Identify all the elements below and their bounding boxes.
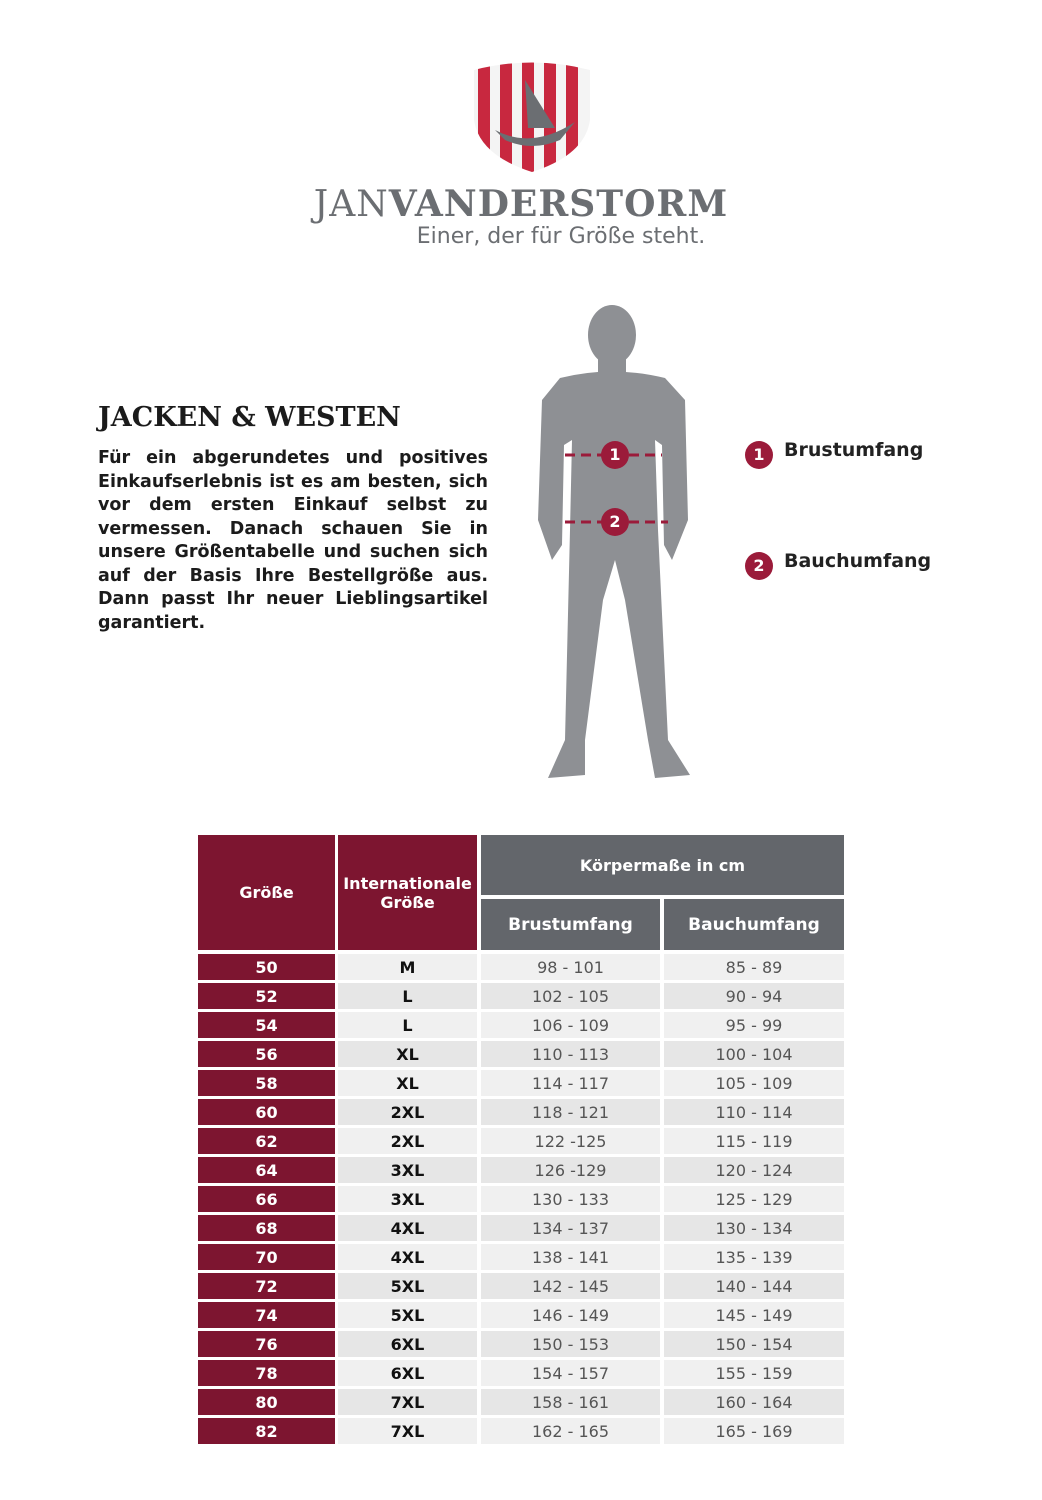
table-cell: 2XL — [338, 1099, 477, 1125]
table-cell: 95 - 99 — [664, 1012, 844, 1038]
legend-label: Brustumfang — [784, 439, 924, 461]
table-cell: 72 — [198, 1273, 335, 1299]
table-cell: 140 - 144 — [664, 1273, 844, 1299]
table-cell: 82 — [198, 1418, 335, 1444]
brand-first: JAN — [313, 184, 389, 225]
table-cell: 165 - 169 — [664, 1418, 844, 1444]
table-cell: 6XL — [338, 1331, 477, 1357]
table-cell: 68 — [198, 1215, 335, 1241]
table-cell: M — [338, 954, 477, 980]
table-cell: 145 - 149 — [664, 1302, 844, 1328]
logo-shield — [474, 62, 590, 172]
table-cell: 110 - 114 — [664, 1099, 844, 1125]
table-cell: 76 — [198, 1331, 335, 1357]
table-cell: 90 - 94 — [664, 983, 844, 1009]
table-cell: 64 — [198, 1157, 335, 1183]
table-cell: 120 - 124 — [664, 1157, 844, 1183]
header-cell: Größe — [198, 835, 335, 950]
table-cell: 7XL — [338, 1418, 477, 1444]
table-cell: 154 - 157 — [481, 1360, 660, 1386]
table-cell: 4XL — [338, 1215, 477, 1241]
table-cell: 138 - 141 — [481, 1244, 660, 1270]
tagline: Einer, der für Größe steht. — [416, 224, 706, 249]
section-title: JACKEN & WESTEN — [98, 402, 401, 433]
table-cell: L — [338, 1012, 477, 1038]
table-cell: 50 — [198, 954, 335, 980]
table-cell: 130 - 134 — [664, 1215, 844, 1241]
table-cell: 115 - 119 — [664, 1128, 844, 1154]
header-cell: Brustumfang — [481, 899, 660, 950]
table-cell: 52 — [198, 983, 335, 1009]
table-cell: 158 - 161 — [481, 1389, 660, 1415]
table-cell: 98 - 101 — [481, 954, 660, 980]
table-cell: 80 — [198, 1389, 335, 1415]
intro-text: Für ein abgerundetes und positives Einka… — [98, 448, 488, 633]
header-cell: Internationale Größe — [338, 835, 477, 950]
brand: JANVANDERSTORM — [0, 183, 1042, 225]
table-cell: 126 -129 — [481, 1157, 660, 1183]
table-cell: 100 - 104 — [664, 1041, 844, 1067]
table-cell: 105 - 109 — [664, 1070, 844, 1096]
legend-number: 1 — [745, 441, 773, 469]
graphics — [474, 62, 690, 778]
table-cell: 134 - 137 — [481, 1215, 660, 1241]
figure-marker: 2 — [601, 508, 629, 536]
table-cell: XL — [338, 1070, 477, 1096]
header-cell: Körpermaße in cm — [481, 835, 844, 895]
table-cell: 102 - 105 — [481, 983, 660, 1009]
table-cell: 66 — [198, 1186, 335, 1212]
table-cell: 58 — [198, 1070, 335, 1096]
table-cell: 2XL — [338, 1128, 477, 1154]
table-cell: 62 — [198, 1128, 335, 1154]
table-cell: 114 - 117 — [481, 1070, 660, 1096]
table-cell: 56 — [198, 1041, 335, 1067]
table-cell: 74 — [198, 1302, 335, 1328]
table-cell: 162 - 165 — [481, 1418, 660, 1444]
table-cell: 3XL — [338, 1186, 477, 1212]
table-cell: 142 - 145 — [481, 1273, 660, 1299]
table-cell: L — [338, 983, 477, 1009]
table-cell: 5XL — [338, 1273, 477, 1299]
table-cell: 106 - 109 — [481, 1012, 660, 1038]
table-cell: 54 — [198, 1012, 335, 1038]
table-cell: 146 - 149 — [481, 1302, 660, 1328]
table-cell: 130 - 133 — [481, 1186, 660, 1212]
table-cell: 110 - 113 — [481, 1041, 660, 1067]
table-cell: 5XL — [338, 1302, 477, 1328]
table-cell: 3XL — [338, 1157, 477, 1183]
table-cell: 135 - 139 — [664, 1244, 844, 1270]
table-cell: 85 - 89 — [664, 954, 844, 980]
legend-number: 2 — [745, 552, 773, 580]
table-cell: 6XL — [338, 1360, 477, 1386]
table-cell: 118 - 121 — [481, 1099, 660, 1125]
table-cell: 78 — [198, 1360, 335, 1386]
table-cell: 150 - 153 — [481, 1331, 660, 1357]
legend-label: Bauchumfang — [784, 550, 932, 572]
silhouette — [538, 305, 690, 778]
table-cell: XL — [338, 1041, 477, 1067]
figure-marker: 1 — [601, 441, 629, 469]
table-cell: 4XL — [338, 1244, 477, 1270]
table-cell: 70 — [198, 1244, 335, 1270]
table-cell: 160 - 164 — [664, 1389, 844, 1415]
table-cell: 125 - 129 — [664, 1186, 844, 1212]
table-cell: 150 - 154 — [664, 1331, 844, 1357]
header-cell: Bauchumfang — [664, 899, 844, 950]
brand-second: VANDERSTORM — [388, 183, 729, 225]
table-cell: 7XL — [338, 1389, 477, 1415]
table-cell: 155 - 159 — [664, 1360, 844, 1386]
table-cell: 60 — [198, 1099, 335, 1125]
table-cell: 122 -125 — [481, 1128, 660, 1154]
